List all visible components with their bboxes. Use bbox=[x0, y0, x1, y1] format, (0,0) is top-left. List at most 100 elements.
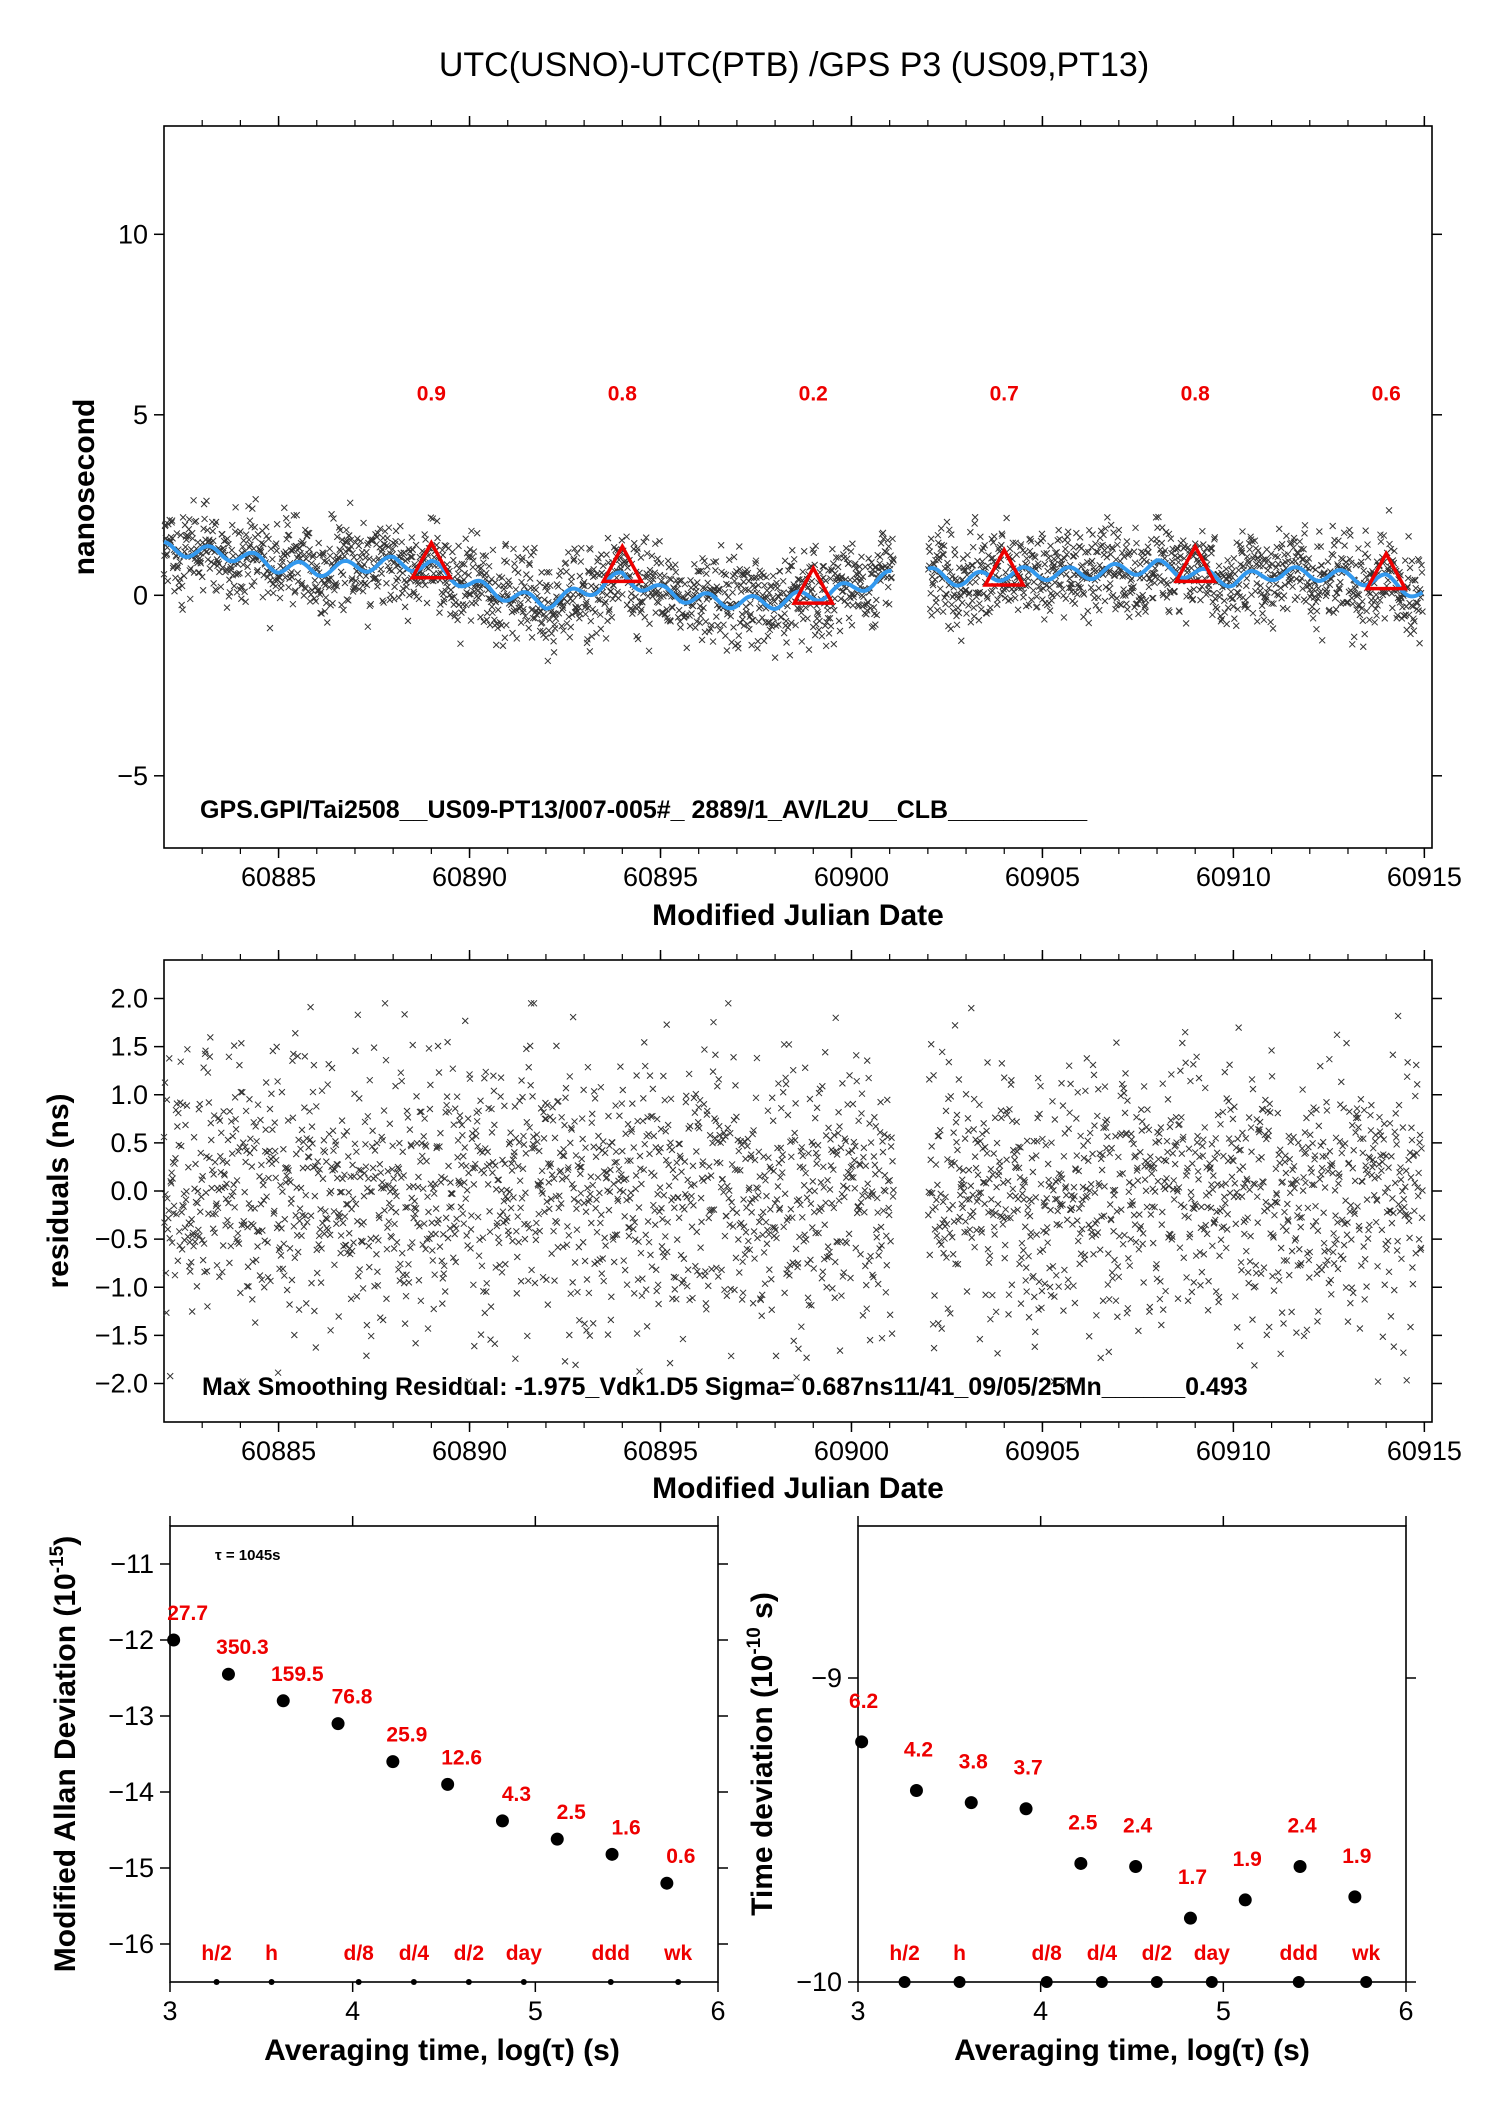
measurement-point bbox=[1151, 579, 1158, 587]
measurement-point bbox=[531, 544, 538, 552]
measurement-point bbox=[618, 590, 626, 598]
residual-point bbox=[389, 1142, 397, 1150]
measurement-point bbox=[1355, 545, 1362, 552]
measurement-point bbox=[749, 616, 757, 624]
residual-point bbox=[254, 1101, 262, 1109]
residual-point bbox=[517, 1204, 524, 1212]
residual-point bbox=[1140, 1083, 1148, 1090]
residual-point bbox=[606, 1188, 614, 1196]
measurement-point bbox=[353, 535, 361, 542]
residual-point bbox=[1090, 1250, 1097, 1258]
residual-point bbox=[1164, 1148, 1171, 1156]
residual-point bbox=[565, 1331, 573, 1339]
residual-point bbox=[421, 1115, 429, 1122]
residual-point bbox=[826, 1186, 834, 1193]
measurement-point bbox=[1346, 526, 1353, 534]
residual-point bbox=[216, 1117, 224, 1124]
residual-point bbox=[296, 1217, 303, 1225]
measurement-point bbox=[581, 582, 588, 590]
residual-point bbox=[183, 1188, 190, 1195]
measurement-point bbox=[1122, 592, 1129, 599]
residual-point bbox=[671, 1285, 679, 1293]
residual-point bbox=[1115, 1273, 1123, 1281]
measurement-point bbox=[1143, 558, 1150, 566]
measurement-point bbox=[769, 572, 777, 580]
residual-point bbox=[1084, 1137, 1092, 1145]
residual-point bbox=[519, 1093, 526, 1101]
measurement-point bbox=[876, 553, 884, 561]
residual-point bbox=[225, 1199, 232, 1207]
measurement-point bbox=[1120, 553, 1128, 560]
top-x-tick-label: 60890 bbox=[432, 862, 507, 892]
residual-point bbox=[1122, 1070, 1129, 1077]
residual-point bbox=[1090, 1071, 1098, 1079]
residual-point bbox=[646, 1150, 653, 1158]
residual-point bbox=[721, 1286, 728, 1294]
measurement-point bbox=[1011, 594, 1019, 602]
measurement-point bbox=[312, 583, 320, 590]
residual-point bbox=[1239, 1129, 1246, 1137]
residual-point bbox=[663, 1021, 671, 1028]
residual-point bbox=[1014, 1195, 1022, 1203]
measurement-point bbox=[1092, 540, 1099, 548]
measurement-point bbox=[785, 567, 792, 574]
measurement-point bbox=[272, 540, 280, 547]
residual-point bbox=[388, 1233, 396, 1241]
measurement-point bbox=[963, 610, 970, 617]
residual-point bbox=[879, 1138, 886, 1145]
residual-point bbox=[590, 1088, 598, 1095]
measurement-point bbox=[1341, 542, 1348, 549]
measurement-point bbox=[1209, 611, 1216, 619]
residual-point bbox=[813, 1160, 820, 1168]
residual-point bbox=[583, 1327, 590, 1334]
residual-point bbox=[861, 1262, 869, 1270]
measurement-point bbox=[708, 621, 715, 629]
measurement-point bbox=[1020, 589, 1028, 597]
measurement-point bbox=[660, 572, 668, 580]
residual-point bbox=[993, 1139, 1001, 1147]
measurement-point bbox=[410, 588, 418, 596]
residual-point bbox=[278, 1088, 286, 1096]
measurement-point bbox=[589, 605, 597, 613]
residual-point bbox=[283, 1286, 291, 1294]
measurement-point bbox=[1130, 548, 1138, 556]
measurement-point bbox=[1301, 521, 1309, 529]
residual-point bbox=[461, 1017, 469, 1025]
residual-point bbox=[304, 1164, 312, 1171]
residual-point bbox=[665, 1182, 673, 1190]
measurement-point bbox=[437, 601, 444, 608]
residual-point bbox=[238, 1088, 246, 1096]
residual-point bbox=[191, 1185, 198, 1193]
measurement-point bbox=[1045, 554, 1052, 562]
residual-point bbox=[803, 1354, 810, 1362]
measurement-point bbox=[575, 614, 583, 622]
measurement-point bbox=[271, 542, 279, 550]
residual-point bbox=[974, 1171, 982, 1179]
residual-point bbox=[1140, 1279, 1147, 1286]
residual-point bbox=[317, 1206, 324, 1213]
residual-point bbox=[1208, 1140, 1216, 1148]
residual-point bbox=[257, 1200, 265, 1208]
residual-point bbox=[347, 1295, 355, 1303]
residual-point bbox=[1011, 1156, 1019, 1164]
measurement-point bbox=[285, 583, 292, 591]
residual-point bbox=[935, 1238, 943, 1245]
measurement-point bbox=[943, 591, 950, 598]
residual-point bbox=[831, 1258, 839, 1266]
measurement-point bbox=[510, 545, 517, 553]
residual-point bbox=[308, 1123, 316, 1130]
residual-point bbox=[533, 1219, 540, 1227]
measurement-point bbox=[951, 551, 959, 559]
measurement-point bbox=[180, 572, 188, 580]
residual-point bbox=[520, 1132, 527, 1140]
residual-point bbox=[679, 1335, 687, 1343]
residual-point bbox=[454, 1154, 461, 1161]
residual-point bbox=[1148, 1170, 1156, 1177]
measurement-point bbox=[214, 558, 222, 566]
residual-point bbox=[1164, 1096, 1172, 1103]
residual-point bbox=[1190, 1278, 1198, 1286]
measurement-point bbox=[511, 560, 518, 568]
residuals-frame bbox=[163, 959, 1433, 1423]
residual-point bbox=[540, 1135, 548, 1142]
measurement-point bbox=[520, 605, 527, 613]
